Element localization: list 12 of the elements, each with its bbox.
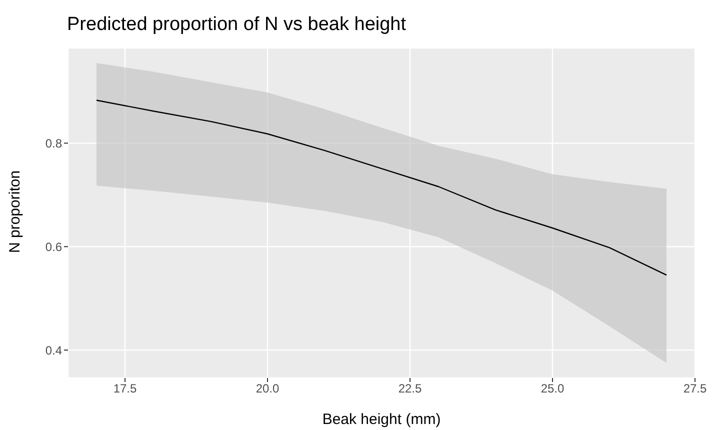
y-tick-label: 0.8: [45, 136, 62, 150]
chart-title: Predicted proportion of N vs beak height: [67, 14, 406, 36]
y-tick-label: 0.6: [45, 240, 62, 254]
x-tick-label: 25.0: [540, 382, 564, 396]
x-tick-label: 27.5: [683, 382, 707, 396]
x-axis-title: Beak height (mm): [322, 411, 441, 428]
line-series: [96, 100, 668, 276]
x-tick-label: 17.5: [113, 382, 137, 396]
y-tick-label: 0.4: [45, 343, 62, 358]
x-tick-label: 20.0: [256, 382, 280, 396]
x-tick-label: 22.5: [398, 382, 422, 396]
y-axis-title: N proporiton: [6, 170, 24, 253]
